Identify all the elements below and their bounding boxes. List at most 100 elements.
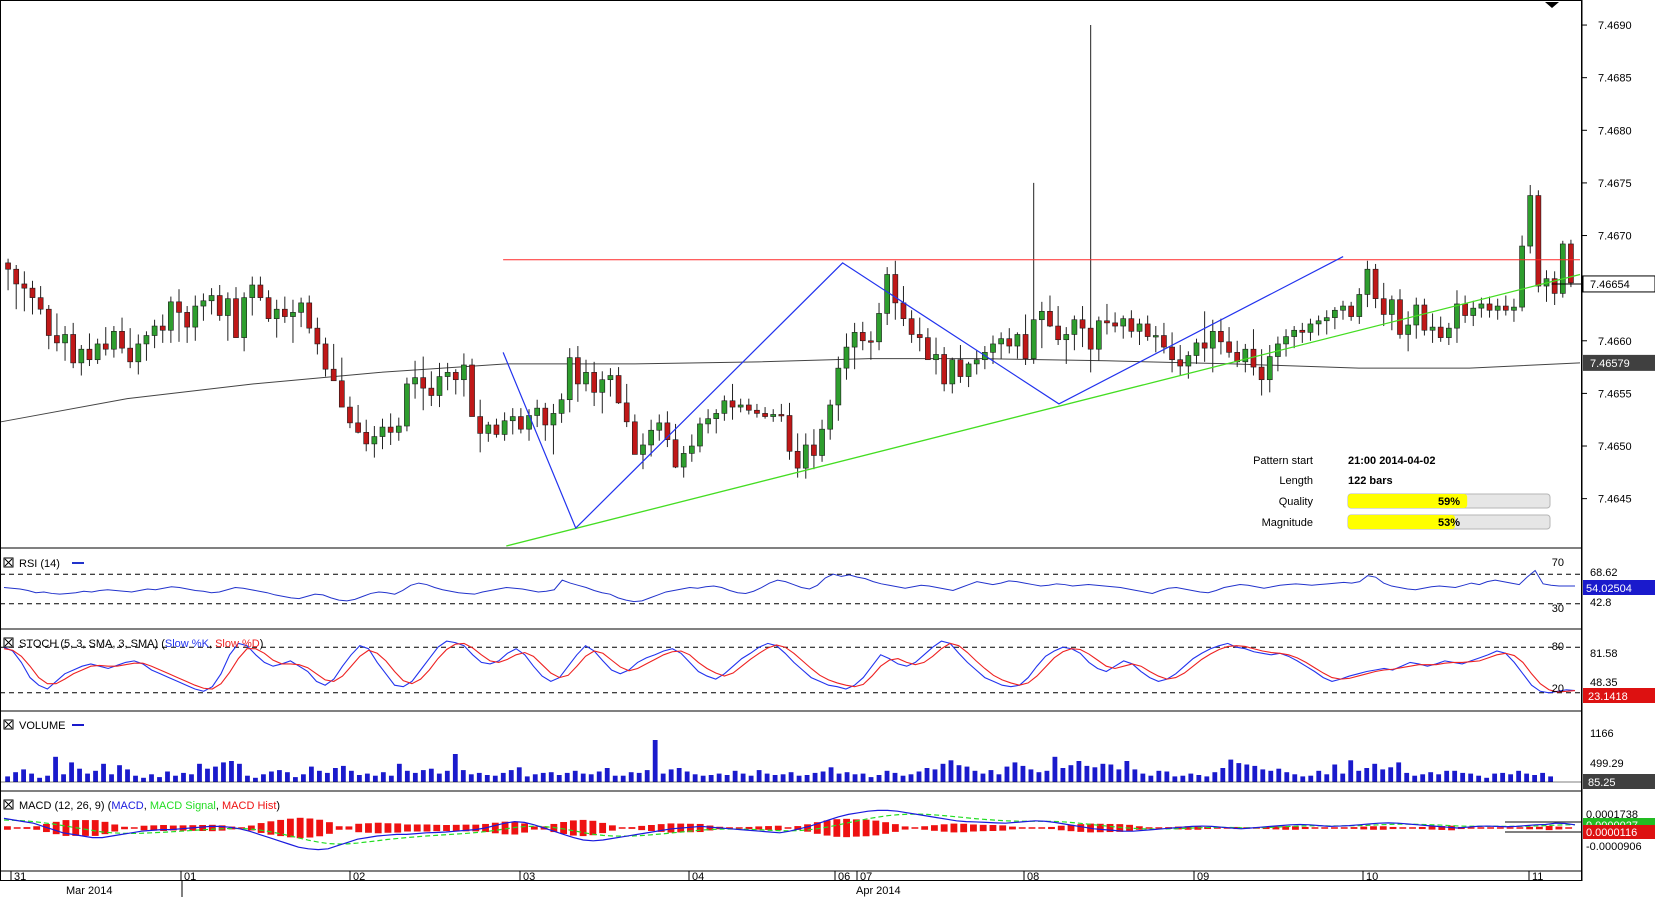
candle-body: [908, 318, 915, 335]
candle-body: [265, 297, 272, 319]
volume-bar: [564, 772, 570, 782]
candle-body: [1136, 323, 1143, 332]
svg-text:MACD (12, 26, 9) (MACD, MACD S: MACD (12, 26, 9) (MACD, MACD Signal, MAC…: [19, 800, 280, 812]
volume-bar: [1108, 764, 1114, 782]
volume-bar: [285, 772, 290, 782]
volume-bar: [724, 775, 730, 782]
volume-bar: [1020, 765, 1026, 782]
rsi-right-labels: 70 30 68.62 54.02504 42.8: [1552, 557, 1655, 615]
volume-bar: [1412, 775, 1418, 782]
macd-hist-bar: [1096, 823, 1104, 833]
candle-body: [168, 301, 174, 331]
volume-bar: [444, 770, 450, 782]
volume-bar: [1236, 763, 1242, 782]
candle-body: [583, 372, 589, 385]
candle-body: [656, 422, 663, 431]
volume-bar: [1348, 760, 1354, 782]
candle-body: [1063, 334, 1070, 341]
volume-bar: [380, 772, 386, 782]
candle-body: [1421, 304, 1428, 331]
macd-hist-bar: [667, 823, 675, 833]
macd-hist-bar: [979, 824, 987, 832]
macd-hist-bar: [1321, 827, 1329, 829]
candle-body: [925, 337, 931, 361]
macd-hist-bar: [657, 824, 665, 832]
candle-body: [127, 347, 133, 363]
candle-body: [1348, 305, 1354, 317]
macd-signal-label: MACD Signal: [150, 800, 216, 812]
volume-bar: [1204, 776, 1210, 782]
candle-body: [436, 376, 443, 396]
candle-body: [298, 302, 304, 313]
volume-bar: [141, 777, 146, 782]
candle-body: [1364, 268, 1371, 295]
volume-bar: [1060, 768, 1066, 782]
volume-bar: [636, 772, 642, 782]
macd-hist-badge: [1583, 825, 1655, 839]
macd-hist-bar: [1487, 827, 1495, 829]
day-label: 10: [1366, 871, 1378, 883]
volume-bar: [1300, 776, 1306, 782]
macd-hist-bar: [247, 825, 255, 831]
candle-body: [45, 308, 52, 336]
macd-hist-bar: [569, 820, 577, 836]
volume-bar: [1540, 772, 1546, 782]
candle-body: [1315, 320, 1322, 325]
volume-bar: [404, 770, 410, 782]
macd-hist-value: 0.0000116: [1586, 827, 1637, 839]
pattern-zigzag-line: [502, 256, 1344, 530]
volume-bar: [125, 769, 130, 782]
volume-bar: [1044, 770, 1050, 782]
macd-hist-bar: [1301, 826, 1309, 830]
macd-hist-bar: [423, 824, 431, 832]
macd-hist-bar: [1496, 827, 1504, 829]
macd-hist-bar: [374, 822, 382, 834]
volume-bar: [237, 763, 242, 782]
volume-bar: [1212, 772, 1218, 782]
volume-bar: [1484, 777, 1490, 782]
candle-body: [1226, 341, 1232, 353]
candle-body: [461, 364, 467, 381]
price-badges: 7.46654 7.46579: [1582, 275, 1655, 371]
candle-body: [273, 308, 280, 319]
price-tick-label: 7.4660: [1598, 336, 1632, 348]
volume-bar: [628, 772, 634, 782]
candle-body: [1323, 317, 1330, 322]
volume-bar: [77, 768, 82, 782]
macd-hist-bar: [150, 825, 158, 831]
macd-hist-bar: [1477, 827, 1485, 829]
volume-bar: [1164, 771, 1170, 782]
candle-body: [1218, 331, 1224, 343]
price-tick-label: 7.4680: [1598, 125, 1632, 137]
volume-bar: [956, 765, 962, 782]
candle-body: [558, 399, 565, 414]
candle-body: [680, 453, 687, 468]
candle-body: [949, 359, 956, 385]
candle-body: [29, 287, 36, 298]
candle-body: [892, 274, 899, 304]
candle-body: [1291, 329, 1297, 337]
volume-bar: [293, 777, 298, 782]
candle-body: [1389, 299, 1395, 315]
volume-bar: [1364, 768, 1370, 782]
volume-bar: [604, 768, 610, 782]
macd-hist-bar: [804, 824, 811, 832]
volume-bar: [356, 775, 362, 782]
macd-hist-bar: [101, 821, 109, 835]
candle-body: [13, 268, 20, 285]
macd-hist-bar: [433, 824, 441, 832]
candle-body: [705, 418, 711, 425]
rsi-title-text: RSI (14): [19, 558, 60, 570]
candle-body: [688, 445, 695, 454]
macd-hist-bar: [930, 825, 938, 831]
macd-hist-bar: [13, 827, 21, 829]
volume-bar: [1372, 763, 1378, 782]
macd-hist-bar: [345, 826, 353, 830]
candle-body: [916, 334, 923, 338]
volume-bar: [157, 777, 162, 782]
macd-hist-bar: [618, 827, 626, 829]
volume-bar: [1524, 773, 1530, 782]
macd-hist-bar: [33, 826, 41, 830]
candle-body: [1380, 298, 1387, 315]
corner-triangle-icon[interactable]: [1545, 2, 1559, 8]
